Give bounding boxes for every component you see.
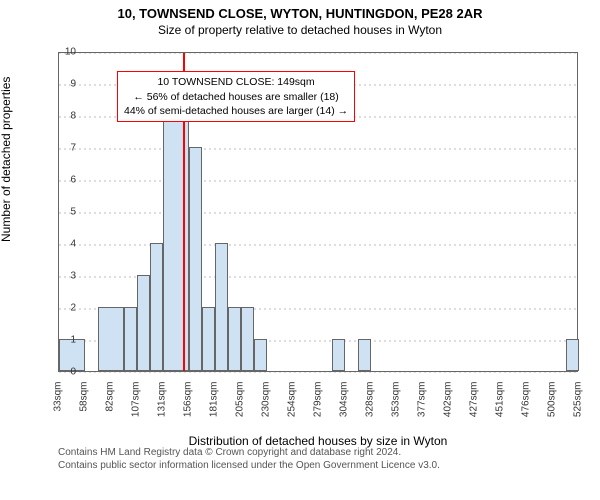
x-tick: 279sqm bbox=[313, 382, 324, 442]
histogram-bar bbox=[241, 307, 254, 371]
histogram-bar bbox=[228, 307, 241, 371]
y-tick: 7 bbox=[46, 143, 76, 154]
x-tick: 500sqm bbox=[547, 382, 558, 442]
histogram-bar bbox=[137, 275, 150, 371]
x-tick: 353sqm bbox=[391, 382, 402, 442]
y-tick: 2 bbox=[46, 303, 76, 314]
histogram-bar bbox=[150, 243, 163, 371]
x-tick: 254sqm bbox=[287, 382, 298, 442]
y-tick: 6 bbox=[46, 175, 76, 186]
histogram-bar bbox=[189, 147, 202, 371]
x-tick: 476sqm bbox=[521, 382, 532, 442]
x-tick: 328sqm bbox=[365, 382, 376, 442]
x-tick: 156sqm bbox=[183, 382, 194, 442]
histogram-bar bbox=[566, 339, 579, 371]
callout-line: ← 56% of detached houses are smaller (18… bbox=[124, 90, 348, 104]
callout-box: 10 TOWNSEND CLOSE: 149sqm← 56% of detach… bbox=[117, 71, 355, 122]
histogram-bar bbox=[215, 243, 228, 371]
histogram-bar bbox=[202, 307, 215, 371]
x-tick: 205sqm bbox=[235, 382, 246, 442]
y-tick: 1 bbox=[46, 335, 76, 346]
histogram-bar bbox=[332, 339, 345, 371]
x-tick: 58sqm bbox=[79, 382, 90, 442]
x-tick: 82sqm bbox=[105, 382, 116, 442]
x-tick: 402sqm bbox=[443, 382, 454, 442]
x-tick: 427sqm bbox=[469, 382, 480, 442]
x-tick: 304sqm bbox=[339, 382, 350, 442]
histogram-bar bbox=[98, 307, 124, 371]
histogram-bar bbox=[254, 339, 267, 371]
histogram-bar bbox=[124, 307, 137, 371]
y-tick: 9 bbox=[46, 79, 76, 90]
footer-line-2: Contains public sector information licen… bbox=[58, 459, 600, 472]
x-tick: 107sqm bbox=[131, 382, 142, 442]
y-tick: 8 bbox=[46, 111, 76, 122]
y-tick: 0 bbox=[46, 367, 76, 378]
y-tick: 10 bbox=[46, 47, 76, 58]
callout-line: 44% of semi-detached houses are larger (… bbox=[124, 104, 348, 118]
callout-line: 10 TOWNSEND CLOSE: 149sqm bbox=[124, 75, 348, 89]
histogram-bar bbox=[163, 115, 189, 371]
x-tick: 33sqm bbox=[53, 382, 64, 442]
histogram-bar bbox=[358, 339, 371, 371]
chart-container: Number of detached properties 10 TOWNSEN… bbox=[0, 42, 600, 442]
y-axis-label: Number of detached properties bbox=[0, 77, 13, 242]
x-tick: 525sqm bbox=[573, 382, 584, 442]
y-tick: 4 bbox=[46, 239, 76, 250]
x-tick: 451sqm bbox=[495, 382, 506, 442]
page-subtitle: Size of property relative to detached ho… bbox=[0, 23, 600, 43]
page-title: 10, TOWNSEND CLOSE, WYTON, HUNTINGDON, P… bbox=[0, 0, 600, 23]
x-tick: 377sqm bbox=[417, 382, 428, 442]
x-tick: 230sqm bbox=[261, 382, 272, 442]
y-tick: 3 bbox=[46, 271, 76, 282]
x-axis-label: Distribution of detached houses by size … bbox=[58, 434, 578, 448]
x-tick: 131sqm bbox=[157, 382, 168, 442]
plot-area: 10 TOWNSEND CLOSE: 149sqm← 56% of detach… bbox=[58, 52, 578, 372]
y-tick: 5 bbox=[46, 207, 76, 218]
x-tick: 181sqm bbox=[209, 382, 220, 442]
